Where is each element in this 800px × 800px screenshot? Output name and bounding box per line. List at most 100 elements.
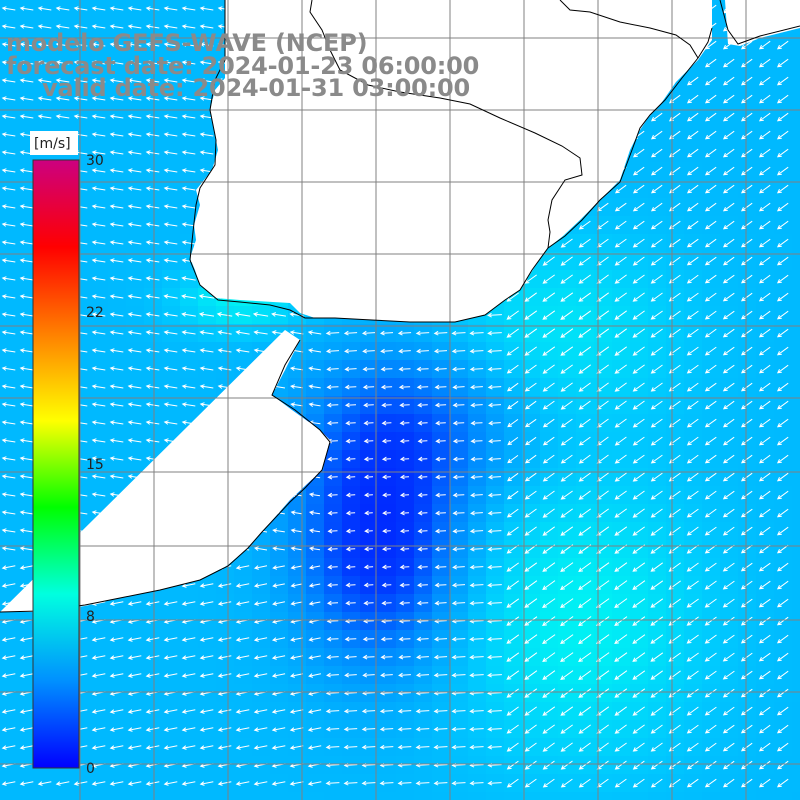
wind-arrow: [614, 562, 628, 572]
wind-arrow: [1, 583, 16, 588]
wind-arrow: [686, 760, 699, 770]
wind-arrow: [163, 781, 178, 786]
wind-arrow: [91, 492, 106, 497]
wind-arrow: [487, 528, 502, 534]
wind-arrow: [686, 634, 699, 644]
wind-arrow: [451, 672, 466, 678]
wind-arrow: [345, 474, 356, 480]
wind-arrow: [758, 292, 771, 302]
wind-arrow: [704, 364, 717, 374]
wind-arrow: [399, 510, 410, 516]
wind-arrow: [542, 598, 556, 609]
land-mass: [0, 0, 800, 612]
wind-arrow: [686, 724, 699, 734]
wind-arrow: [740, 400, 753, 410]
wind-arrow: [145, 781, 160, 786]
wind-arrow: [199, 745, 214, 750]
wind-arrow: [163, 601, 178, 606]
wind-arrow: [686, 112, 699, 122]
wind-arrow: [19, 565, 34, 570]
wind-speed-cell: [792, 486, 800, 505]
wind-arrow: [145, 276, 160, 281]
wind-arrow: [127, 78, 142, 83]
wind-arrow: [398, 366, 411, 372]
wind-speed-cell: [792, 180, 800, 199]
wind-arrow: [650, 670, 663, 680]
wind-arrow: [542, 328, 556, 338]
wind-arrow: [650, 130, 663, 140]
wind-arrow: [776, 760, 789, 770]
wind-arrow: [19, 474, 34, 479]
wind-arrow: [686, 310, 699, 320]
wind-arrow: [560, 760, 573, 770]
wind-arrow: [308, 655, 321, 660]
wind-arrow: [145, 709, 160, 714]
wind-arrow: [91, 222, 106, 227]
wind-arrow: [740, 382, 753, 392]
wind-speed-cell: [738, 792, 757, 800]
wind-arrow: [704, 310, 717, 320]
wind-arrow: [145, 78, 160, 83]
wind-arrow: [1, 474, 16, 479]
wind-arrow: [776, 382, 789, 392]
wind-arrow: [433, 654, 448, 660]
wind-arrow: [19, 240, 34, 245]
wind-arrow: [37, 78, 52, 83]
wind-arrow: [253, 637, 268, 642]
wind-arrow: [487, 402, 502, 408]
wind-arrow: [704, 616, 717, 626]
wind-arrow: [740, 58, 753, 68]
wind-arrow: [614, 382, 627, 392]
wind-arrow: [55, 42, 70, 47]
wind-arrow: [596, 382, 609, 392]
wind-arrow: [163, 204, 178, 209]
wind-arrow: [524, 400, 537, 410]
wind-arrow: [181, 24, 196, 29]
wind-arrow: [290, 384, 303, 389]
wind-arrow: [1, 42, 16, 47]
wind-speed-cell: [792, 72, 800, 91]
wind-arrow: [542, 760, 555, 770]
wind-speed-cell: [792, 288, 800, 307]
wind-arrow: [163, 150, 178, 155]
wind-arrow: [506, 310, 519, 320]
wind-arrow: [217, 727, 232, 732]
wind-arrow: [704, 670, 717, 680]
wind-arrow: [381, 456, 392, 462]
wind-arrow: [382, 528, 391, 534]
wind-arrow: [109, 114, 124, 119]
wind-arrow: [327, 546, 338, 552]
wind-arrow: [507, 418, 519, 428]
wind-arrow: [506, 616, 520, 626]
wind-speed-cell: [414, 792, 433, 800]
wind-arrow: [632, 274, 645, 284]
wind-arrow: [19, 546, 34, 551]
wind-arrow: [433, 672, 448, 678]
wind-arrow: [235, 673, 250, 678]
wind-arrow: [469, 744, 484, 750]
wind-arrow: [722, 364, 735, 374]
wind-speed-cell: [792, 738, 800, 757]
wind-arrow: [109, 637, 124, 642]
wind-arrow: [704, 256, 717, 266]
wind-arrow: [632, 454, 645, 464]
wind-arrow: [722, 274, 735, 284]
wind-speed-cell: [792, 702, 800, 721]
wind-speed-cell: [684, 792, 703, 800]
wind-arrow: [362, 348, 375, 354]
wind-arrow: [776, 490, 789, 500]
wind-arrow: [327, 564, 338, 570]
wind-arrow: [542, 526, 555, 536]
wind-arrow: [417, 402, 428, 408]
wind-arrow: [578, 418, 591, 428]
wind-arrow: [722, 130, 735, 140]
wind-arrow: [452, 564, 465, 570]
wind-arrow: [524, 346, 537, 356]
wind-arrow: [344, 402, 357, 408]
wind-arrow: [740, 490, 753, 500]
wind-arrow: [740, 94, 753, 104]
wind-arrow: [507, 472, 519, 482]
wind-arrow: [560, 238, 573, 248]
wind-arrow: [686, 292, 699, 302]
wind-arrow: [650, 562, 663, 572]
